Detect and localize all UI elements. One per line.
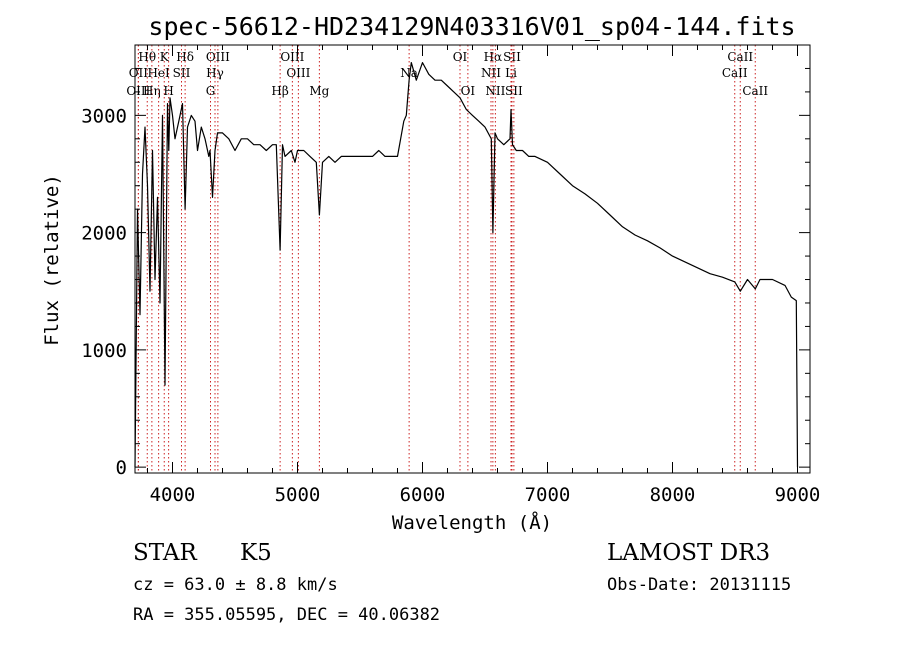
line-marker-label: Hβ [271,84,288,98]
line-marker-label: Hα [484,50,503,64]
line-marker-label: SII [505,84,523,98]
line-marker-label: Hδ [176,50,194,64]
x-tick-label: 5000 [275,484,321,506]
line-marker-label: H [163,84,173,98]
line-marker-label: CaII [727,50,753,64]
line-marker-label: Mg [309,84,329,98]
line-marker-label: OIII [280,50,304,64]
y-axis-title: Flux (relative) [41,174,63,346]
line-marker-label: OI [461,84,476,98]
x-tick-label: 4000 [150,484,196,506]
line-marker-label: G [206,84,216,98]
x-axis-title: Wavelength (Å) [392,511,552,534]
line-marker-label: CaII [722,66,748,80]
line-marker-label: K [160,50,170,64]
line-marker-label: OIII [126,84,150,98]
obs-date-text: Obs-Date: 20131115 [607,575,791,595]
x-tick-label: 6000 [400,484,446,506]
survey-name: LAMOST DR3 [607,540,770,566]
line-marker-label: OIII [286,66,310,80]
x-tick-label: 7000 [525,484,571,506]
line-marker-label: SII [503,50,521,64]
line-marker-label: NII [485,84,505,98]
object-class: STAR [133,540,197,566]
y-tick-label: 3000 [81,105,127,127]
y-tick-label: 1000 [81,340,127,362]
line-marker-label: Hγ [206,66,224,80]
line-marker-label: Li [505,66,517,80]
line-marker-label: HeI [147,66,170,80]
line-marker-label: SII [173,66,191,80]
x-tick-label: 9000 [775,484,821,506]
y-tick-label: 2000 [81,223,127,245]
line-marker-label: NII [481,66,501,80]
line-marker-label: OI [453,50,468,64]
plot-frame [134,44,811,474]
y-tick-label: 0 [116,457,127,479]
spectrum-line [134,61,799,468]
redshift-text: cz = 63.0 ± 8.8 km/s [133,575,338,595]
x-tick-label: 8000 [650,484,696,506]
coordinates-text: RA = 355.05595, DEC = 40.06382 [133,605,440,625]
line-marker-label: CaII [742,84,768,98]
line-marker-label: OIII [206,50,230,64]
line-marker-label: Hη [143,84,161,98]
line-marker-label: Hθ [138,50,156,64]
object-subclass: K5 [240,540,272,566]
chart-title: spec-56612-HD234129N403316V01_sp04-144.f… [148,12,795,41]
